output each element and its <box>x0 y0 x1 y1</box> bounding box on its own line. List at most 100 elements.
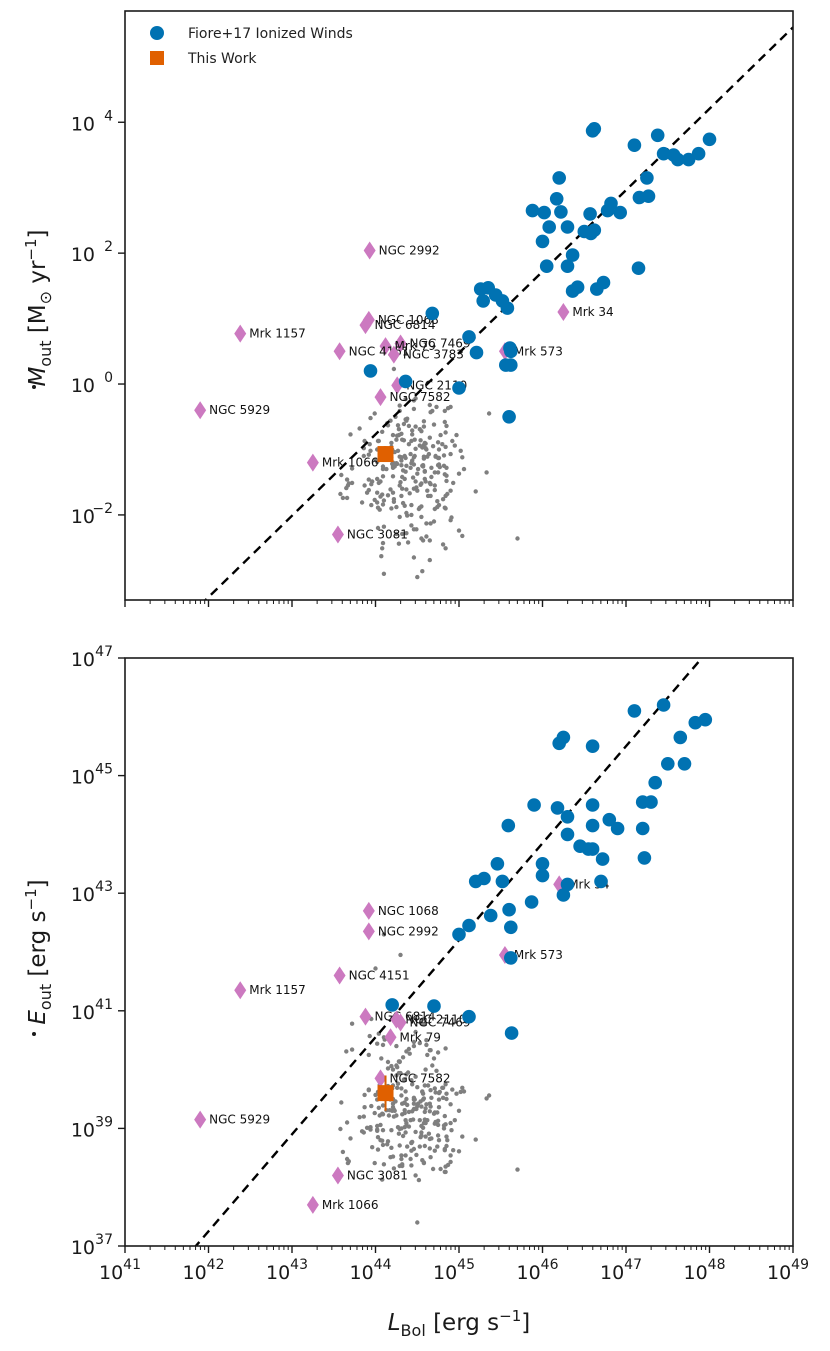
bottom-fiore-point <box>527 798 541 812</box>
top-fiore-point <box>452 381 466 395</box>
top-sample-point <box>424 534 429 539</box>
top-sample-point <box>413 446 418 451</box>
bottom-sample-point <box>380 1142 386 1148</box>
bottom-sample-point <box>375 1147 381 1152</box>
bottom-sample-point <box>423 1134 428 1139</box>
top-fiore-point <box>425 306 440 321</box>
top-sample-point <box>419 514 424 520</box>
bottom-sample-point <box>429 1136 434 1141</box>
bottom-sample-point <box>424 1038 429 1043</box>
bottom-sample-point <box>391 1166 397 1171</box>
top-sample-point <box>390 490 396 495</box>
bottom-sample-point <box>415 1085 420 1090</box>
bottom-sample-point <box>344 1120 350 1125</box>
top-agn-label-ngc-3081: NGC 3081 <box>347 528 408 542</box>
top-sample-point <box>399 493 404 499</box>
top-sample-point <box>397 514 402 520</box>
bottom-y-axis-title: Eout [erg s−1] <box>22 879 55 1024</box>
bottom-sample-point <box>361 1114 366 1119</box>
top-agn-label-mrk-1157: Mrk 1157 <box>249 327 306 341</box>
bottom-sample-point <box>413 1074 418 1079</box>
bottom-fiore-point <box>556 888 571 902</box>
top-sample-point <box>402 503 407 508</box>
bottom-sample-point <box>380 1177 385 1182</box>
bottom-sample-point <box>367 1033 372 1039</box>
bottom-sample-point <box>405 1070 411 1075</box>
top-sample-point <box>407 491 412 496</box>
bottom-sample-point <box>423 1067 428 1072</box>
top-sample-point <box>411 406 417 412</box>
top-sample-point <box>349 480 355 486</box>
top-fiore-point <box>398 374 413 389</box>
top-sample-point <box>381 524 387 529</box>
bottom-sample-point <box>427 1048 432 1053</box>
bottom-sample-point <box>390 1067 396 1072</box>
top-y-tick-exp: 4 <box>104 108 113 124</box>
top-sample-point <box>394 437 399 442</box>
bottom-sample-point <box>425 1083 431 1088</box>
bottom-sample-point <box>373 1092 378 1098</box>
bottom-sample-point <box>399 1156 404 1162</box>
bottom-sample-point <box>486 1093 492 1098</box>
bottom-sample-point <box>433 1119 438 1125</box>
top-sample-point <box>408 451 413 457</box>
top-sample-point <box>399 458 404 463</box>
top-sample-point <box>432 483 437 488</box>
top-sample-point <box>425 493 431 499</box>
top-sample-point <box>424 447 429 452</box>
bottom-sample-point <box>366 1052 371 1058</box>
top-sample-point <box>369 502 374 508</box>
top-sample-point <box>394 531 399 537</box>
bottom-fiore-point <box>504 1026 519 1040</box>
top-sample-point <box>340 495 346 501</box>
top-sample-point <box>429 465 434 470</box>
bottom-sample-point <box>394 1043 399 1049</box>
top-agn-label-mrk-34: Mrk 34 <box>572 305 613 319</box>
top-sample-point <box>368 415 373 421</box>
bottom-agn-label-mrk-573: Mrk 573 <box>514 948 563 962</box>
top-sample-point <box>406 423 412 429</box>
top-sample-point <box>410 428 415 433</box>
top-sample-point <box>461 466 467 472</box>
bottom-sample-point <box>380 1128 386 1133</box>
bottom-this-work-point <box>377 1085 394 1102</box>
bottom-sample-point <box>411 1039 417 1045</box>
bottom-sample-point <box>375 1123 380 1129</box>
top-sample-point <box>448 488 453 493</box>
bottom-fiore-point <box>535 868 550 883</box>
bottom-sample-point <box>338 1126 343 1132</box>
bottom-sample-point <box>369 1103 374 1109</box>
bottom-sample-point <box>395 1081 401 1086</box>
bottom-sample-point <box>410 1117 416 1122</box>
top-sample-point <box>348 432 353 437</box>
top-agn-mrk-79 <box>379 337 392 356</box>
bottom-sample-point <box>378 1122 383 1128</box>
bottom-sample-point <box>484 1096 489 1101</box>
top-sample-point <box>364 490 370 495</box>
top-sample-point <box>443 506 448 511</box>
bottom-sample-point <box>435 1050 441 1055</box>
bottom-sample-point <box>413 1173 418 1178</box>
bottom-sample-point <box>390 1154 396 1159</box>
bottom-sample-point <box>394 1113 399 1118</box>
bottom-fiore-point <box>595 852 610 866</box>
bottom-sample-point <box>461 1089 467 1094</box>
bottom-sample-point <box>427 1101 432 1106</box>
bottom-sample-point <box>442 1113 447 1119</box>
top-sample-point <box>440 442 445 447</box>
bottom-sample-point <box>422 1109 427 1115</box>
bottom-fiore-point <box>637 851 652 865</box>
top-sample-point <box>339 472 344 478</box>
bottom-sample-point <box>438 1166 443 1172</box>
bottom-sample-point <box>473 1137 478 1142</box>
bottom-fiore-point <box>490 857 505 871</box>
top-sample-point <box>368 448 373 453</box>
top-agn-ngc-5929 <box>194 401 207 420</box>
bottom-axes-frame <box>124 657 794 1247</box>
bottom-sample-point <box>422 1143 427 1149</box>
bottom-fiore-point <box>452 927 466 942</box>
top-sample-point <box>473 489 478 494</box>
top-sample-point <box>418 438 423 443</box>
bottom-sample-point <box>376 1105 381 1111</box>
